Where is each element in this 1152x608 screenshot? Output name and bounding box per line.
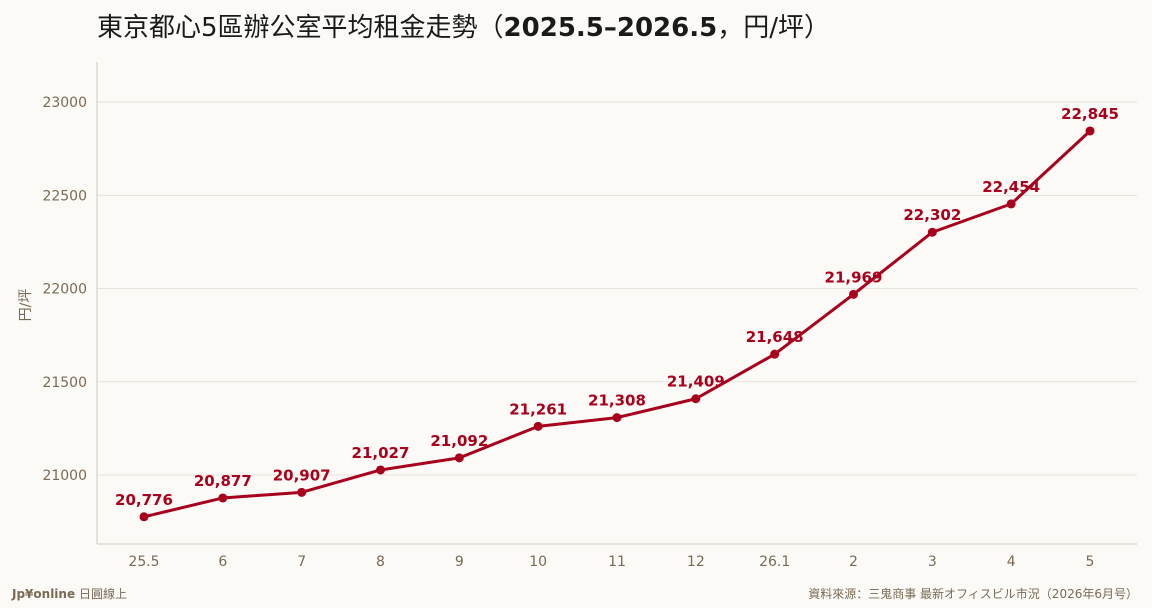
footer-source: 資料來源：三鬼商事 最新オフィスビル市況（2026年6月号） bbox=[808, 587, 1138, 601]
y-tick-label: 22500 bbox=[42, 188, 87, 204]
data-label: 21,969 bbox=[825, 268, 883, 286]
data-point bbox=[454, 453, 464, 463]
y-tick-label: 22000 bbox=[42, 282, 87, 298]
data-label: 21,409 bbox=[667, 373, 725, 391]
x-tick-label: 7 bbox=[297, 554, 306, 570]
x-tick-label: 10 bbox=[529, 554, 547, 570]
data-point bbox=[770, 349, 780, 359]
chart-title: 東京都心5區辦公室平均租金走勢（2025.5–2026.5，円/坪） bbox=[97, 8, 830, 48]
data-point bbox=[218, 493, 228, 503]
data-label: 21,648 bbox=[746, 328, 804, 346]
data-label: 21,308 bbox=[588, 392, 646, 410]
y-tick-label: 21000 bbox=[42, 468, 87, 484]
data-label: 21,092 bbox=[430, 432, 488, 450]
grid-lines bbox=[97, 101, 1137, 476]
data-label: 22,302 bbox=[903, 206, 961, 224]
x-tick-label: 26.1 bbox=[759, 554, 790, 570]
data-point bbox=[139, 512, 149, 522]
x-tick-label: 8 bbox=[376, 554, 385, 570]
y-axis-title: 円/坪 bbox=[18, 289, 34, 322]
y-tick-label: 23000 bbox=[42, 95, 87, 111]
data-point bbox=[612, 413, 622, 423]
axes: 21000 21500 22000 22500 23000 25.5 6 7 8 9 10 11 12 2… bbox=[42, 62, 1137, 570]
footer-brand: Jp¥online 日圓線上 bbox=[12, 585, 127, 602]
data-label: 20,907 bbox=[273, 466, 331, 484]
x-tick-label: 9 bbox=[455, 554, 464, 570]
data-label: 22,454 bbox=[982, 178, 1040, 196]
data-point bbox=[849, 289, 858, 299]
brand-suffix: 日圓線上 bbox=[78, 587, 127, 601]
data-point bbox=[1085, 126, 1095, 136]
x-tick-label: 6 bbox=[218, 554, 227, 570]
data-point bbox=[927, 227, 937, 237]
x-tick-label: 11 bbox=[608, 554, 626, 570]
chart-title-period: 2025.5–2026.5 bbox=[503, 13, 718, 43]
x-tick-label: 5 bbox=[1086, 554, 1095, 570]
data-label: 21,027 bbox=[352, 444, 410, 462]
x-tick-label: 3 bbox=[928, 554, 937, 570]
series-line bbox=[142, 129, 1092, 519]
data-point bbox=[691, 394, 701, 404]
x-tick-label: 12 bbox=[687, 554, 705, 570]
brand-name: Jp¥online bbox=[12, 587, 76, 601]
data-label: 22,845 bbox=[1061, 105, 1119, 123]
data-label: 20,776 bbox=[115, 491, 173, 509]
x-tick-label: 2 bbox=[849, 554, 858, 570]
data-label: 21,261 bbox=[509, 400, 567, 418]
data-label: 20,877 bbox=[194, 472, 252, 490]
data-point bbox=[376, 465, 385, 475]
series-rent bbox=[139, 126, 1095, 522]
chart-title-main: 東京都心5區辦公室平均租金走勢（ bbox=[97, 13, 504, 43]
x-tick-label: 25.5 bbox=[128, 554, 159, 570]
data-point bbox=[1006, 199, 1016, 209]
data-point bbox=[297, 487, 307, 497]
data-point bbox=[533, 421, 543, 431]
y-tick-label: 21500 bbox=[42, 375, 87, 391]
data-labels: 20,776 20,877 20,907 21,027 21,092 21,261 21,3… bbox=[115, 105, 1119, 509]
chart-title-unit: ，円/坪） bbox=[717, 13, 830, 43]
x-tick-label: 4 bbox=[1007, 554, 1016, 570]
